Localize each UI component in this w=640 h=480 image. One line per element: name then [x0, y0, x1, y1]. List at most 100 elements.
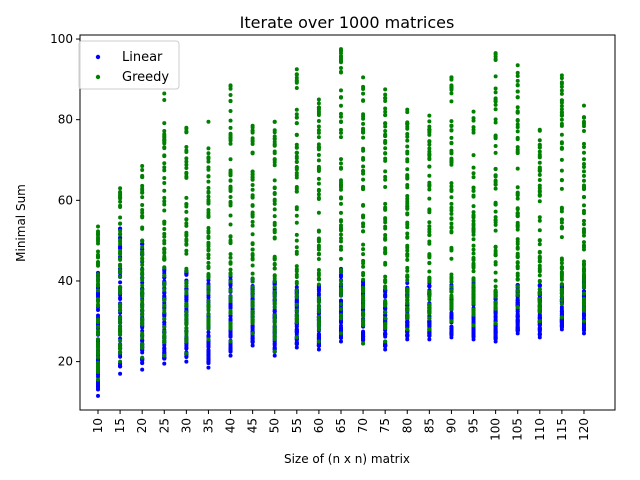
- data-point: [250, 194, 255, 199]
- x-tick-label: 40: [224, 418, 238, 433]
- data-point: [515, 289, 520, 294]
- data-point: [383, 250, 388, 255]
- data-point: [294, 150, 299, 155]
- data-point: [493, 96, 498, 101]
- data-point: [361, 258, 366, 263]
- data-point: [96, 249, 100, 254]
- data-point: [206, 319, 211, 324]
- data-point: [250, 291, 255, 296]
- data-point: [228, 318, 233, 323]
- data-point: [361, 310, 366, 315]
- data-point: [338, 282, 343, 287]
- data-point: [162, 140, 167, 145]
- data-point: [449, 195, 454, 200]
- data-point: [140, 290, 145, 295]
- data-point: [383, 121, 388, 126]
- data-point: [272, 128, 277, 133]
- data-point: [272, 257, 277, 262]
- data-point: [206, 146, 211, 151]
- data-point: [338, 114, 343, 119]
- data-point: [250, 324, 255, 329]
- data-point: [493, 99, 498, 104]
- data-point: [493, 284, 498, 289]
- data-point: [294, 238, 299, 243]
- x-tick-label: 110: [533, 418, 547, 441]
- data-point: [361, 126, 366, 131]
- data-point: [316, 153, 321, 158]
- data-point: [427, 142, 432, 147]
- data-point: [338, 95, 343, 100]
- data-point: [294, 312, 299, 317]
- data-point: [559, 226, 564, 231]
- data-point: [449, 216, 454, 221]
- data-point: [405, 132, 410, 137]
- data-point: [228, 261, 233, 266]
- data-point: [162, 333, 167, 338]
- data-point: [206, 248, 211, 253]
- data-point: [405, 212, 410, 217]
- data-point: [383, 146, 388, 151]
- data-point: [515, 206, 520, 211]
- data-point: [493, 144, 498, 149]
- legend-box: [78, 40, 180, 90]
- data-point: [338, 236, 343, 241]
- data-point: [316, 334, 321, 339]
- data-point: [338, 335, 343, 340]
- legend-marker-greedy: [95, 74, 101, 80]
- data-point: [405, 278, 410, 283]
- data-point: [96, 325, 100, 330]
- y-axis: 20 40 60 80 100: [50, 32, 80, 369]
- y-tick-label: 80: [58, 113, 73, 127]
- data-point: [118, 359, 123, 364]
- data-point: [250, 214, 255, 219]
- data-point: [162, 353, 167, 358]
- data-point: [294, 107, 299, 112]
- data-point: [559, 287, 564, 292]
- data-point: [294, 292, 299, 297]
- data-point: [581, 208, 586, 213]
- data-point: [140, 203, 145, 208]
- data-point: [559, 104, 564, 109]
- data-point: [162, 208, 167, 213]
- data-point: [162, 181, 167, 186]
- data-point: [338, 239, 343, 244]
- data-point: [361, 322, 366, 327]
- x-tick-label: 10: [91, 418, 105, 433]
- data-point: [294, 67, 299, 72]
- data-point: [250, 247, 255, 252]
- data-point: [250, 242, 255, 247]
- data-point: [338, 135, 343, 140]
- data-point: [272, 134, 277, 139]
- data-point: [206, 186, 211, 191]
- data-point: [162, 247, 167, 252]
- data-point: [493, 86, 498, 91]
- data-point: [272, 313, 277, 318]
- data-point: [493, 328, 498, 333]
- data-point: [537, 322, 542, 327]
- x-tick-label: 95: [467, 418, 481, 433]
- data-point: [383, 217, 388, 222]
- data-point: [184, 251, 189, 256]
- data-point: [118, 228, 123, 233]
- data-point: [118, 231, 123, 236]
- data-point: [493, 288, 498, 293]
- data-point: [493, 218, 498, 223]
- data-point: [228, 345, 233, 350]
- data-point: [272, 349, 277, 354]
- data-point: [272, 317, 277, 322]
- data-point: [118, 250, 123, 255]
- data-point: [581, 227, 586, 232]
- data-point: [405, 194, 410, 199]
- data-point: [250, 187, 255, 192]
- data-point: [427, 284, 432, 289]
- y-tick-label: 20: [58, 355, 73, 369]
- data-point: [294, 79, 299, 84]
- data-point: [471, 193, 476, 198]
- data-point: [581, 144, 586, 149]
- data-point: [184, 170, 189, 175]
- data-point: [162, 227, 167, 232]
- data-point: [449, 140, 454, 145]
- data-point: [383, 207, 388, 212]
- data-point: [294, 115, 299, 120]
- data-point: [537, 309, 542, 314]
